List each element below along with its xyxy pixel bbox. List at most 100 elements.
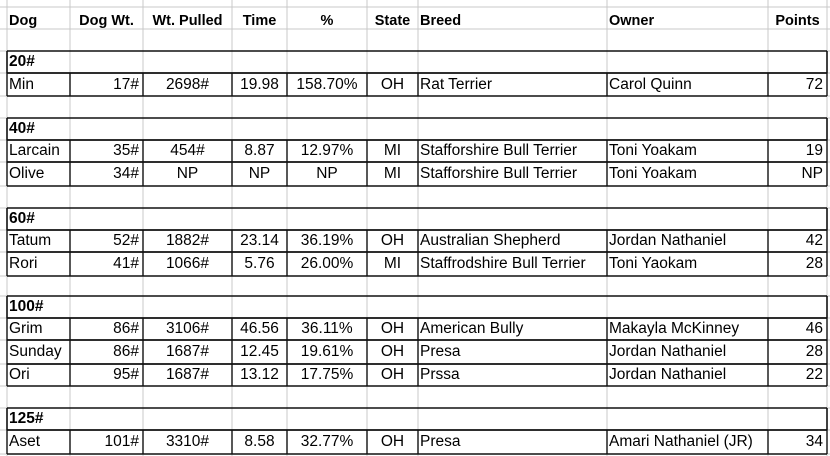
cell-wt-pulled: 3106# [165, 320, 210, 338]
cell-breed: Presa [420, 433, 461, 451]
cell-pct: 26.00% [300, 255, 354, 273]
cell-time: 23.14 [240, 232, 279, 250]
cell-dog: Aset [9, 433, 41, 451]
cell-state: OH [380, 75, 405, 93]
spacer-row [0, 276, 830, 296]
cell-dog: Sunday [9, 343, 62, 361]
cell-pct: 12.97% [300, 142, 354, 160]
table-row: Sunday 86# 1687# 12.45 19.61% OH Presa Jordan N… [0, 340, 830, 364]
table-row: Min 17# 2698# 19.98 158.70% OH Rat Terrier Caro… [0, 73, 830, 96]
spacer-row [0, 96, 830, 118]
header-wt-pulled: Wt. Pulled [152, 13, 223, 29]
weight-class-row: 125# [0, 408, 830, 430]
cell-wt-pulled: 2698# [165, 75, 210, 93]
table-row: Aset 101# 3310# 8.58 32.77% OH Presa Amari Nath… [0, 430, 830, 454]
cell-time: 13.12 [240, 366, 279, 384]
cell-pct: 158.70% [296, 75, 358, 93]
cell-state: MI [383, 255, 402, 273]
weight-class-row: 100# [0, 296, 830, 318]
table-row: Tatum 52# 1882# 23.14 36.19% OH Australian She… [0, 230, 830, 252]
cell-breed: Staffrodshire Bull Terrier [420, 255, 586, 273]
cell-points: 28 [805, 343, 823, 361]
cell-dog-wt: 35# [113, 142, 139, 160]
weight-class-label: 100# [9, 298, 44, 316]
weight-class-label: 40# [9, 120, 35, 138]
cell-owner: Jordan Nathaniel [609, 343, 727, 361]
cell-dog: Grim [9, 320, 43, 338]
cell-dog: Tatum [9, 232, 52, 250]
cell-time: 46.56 [240, 320, 279, 338]
cell-points: NP [801, 165, 823, 183]
cell-breed: Australian Shepherd [420, 232, 561, 250]
header-points: Points [775, 13, 820, 29]
cell-pct: 19.61% [300, 343, 354, 361]
cell-points: 42 [805, 232, 823, 250]
weight-class-row: 60# [0, 208, 830, 230]
cell-dog-wt: 52# [113, 232, 139, 250]
header-state: State [374, 13, 411, 29]
table-row: Rori 41# 1066# 5.76 26.00% MI Staffrodshire Bu… [0, 252, 830, 276]
cell-owner: Carol Quinn [609, 75, 692, 93]
cell-dog-wt: 86# [113, 343, 139, 361]
weight-class-label: 60# [9, 210, 35, 228]
cell-state: OH [380, 366, 405, 384]
cell-state: OH [380, 433, 405, 451]
cell-wt-pulled: 3310# [165, 433, 210, 451]
header-owner: Owner [609, 13, 655, 29]
cell-dog: Larcain [9, 142, 60, 160]
cell-points: 46 [805, 320, 823, 338]
cell-state: MI [383, 142, 402, 160]
header-row: Dog Dog Wt. Wt. Pulled Time% State Breed Owner… [0, 7, 830, 29]
cell-breed: Rat Terrier [420, 75, 493, 93]
cell-points: 19 [805, 142, 823, 160]
cell-dog: Olive [9, 165, 45, 183]
cell-dog-wt: 17# [113, 75, 139, 93]
header-dog-wt: Dog Wt. [79, 13, 134, 29]
cell-owner: Jordan Nathaniel [609, 366, 727, 384]
weight-class-row: 20# [0, 51, 830, 73]
cell-breed: Prssa [420, 366, 460, 384]
cell-points: 34 [805, 433, 823, 451]
weight-class-label: 20# [9, 53, 35, 71]
weight-class-row: 40# [0, 118, 830, 140]
cell-dog-wt: 101# [104, 433, 139, 451]
cell-owner: Amari Nathaniel (JR) [609, 433, 753, 451]
cell-dog-wt: 95# [113, 366, 139, 384]
spacer-row [0, 186, 830, 208]
header-time: Time [242, 13, 277, 29]
spacer-row [0, 29, 830, 51]
spacer-row [0, 386, 830, 408]
cell-points: 22 [805, 366, 823, 384]
cell-dog: Rori [9, 255, 38, 273]
cell-time: 5.76 [244, 255, 275, 273]
cell-pct: 36.11% [301, 320, 353, 338]
cell-wt-pulled: 1687# [165, 343, 210, 361]
cell-state: OH [380, 320, 405, 338]
cell-breed: Stafforshire Bull Terrier [420, 142, 578, 160]
cell-owner: Jordan Nathaniel [609, 232, 727, 250]
cell-dog-wt: 86# [113, 320, 139, 338]
cell-dog-wt: 41# [113, 255, 139, 273]
table-row: Ori 95# 1687# 13.12 17.75% OH Prssa Jordan Nath… [0, 364, 830, 386]
cell-pct: NP [316, 165, 338, 183]
cell-dog: Min [9, 75, 34, 93]
cell-points: 28 [805, 255, 823, 273]
cell-breed: Stafforshire Bull Terrier [420, 165, 578, 183]
weight-class-label: 125# [9, 410, 44, 428]
cell-dog: Ori [9, 366, 30, 384]
cell-wt-pulled: 454# [170, 142, 205, 160]
cell-points: 72 [805, 75, 823, 93]
cell-breed: American Bully [420, 320, 524, 338]
cell-time: 12.45 [240, 343, 279, 361]
cell-time: NP [248, 165, 271, 183]
cell-dog-wt: 34# [113, 165, 139, 183]
cell-pct: 32.77% [300, 433, 354, 451]
cell-owner: Toni Yoakam [609, 165, 697, 183]
cell-state: OH [380, 343, 405, 361]
cell-pct: 36.19% [300, 232, 354, 250]
header-pct: % [320, 13, 334, 29]
cell-wt-pulled: 1882# [165, 232, 210, 250]
cell-wt-pulled: 1687# [165, 366, 210, 384]
cell-time: 8.58 [244, 433, 275, 451]
